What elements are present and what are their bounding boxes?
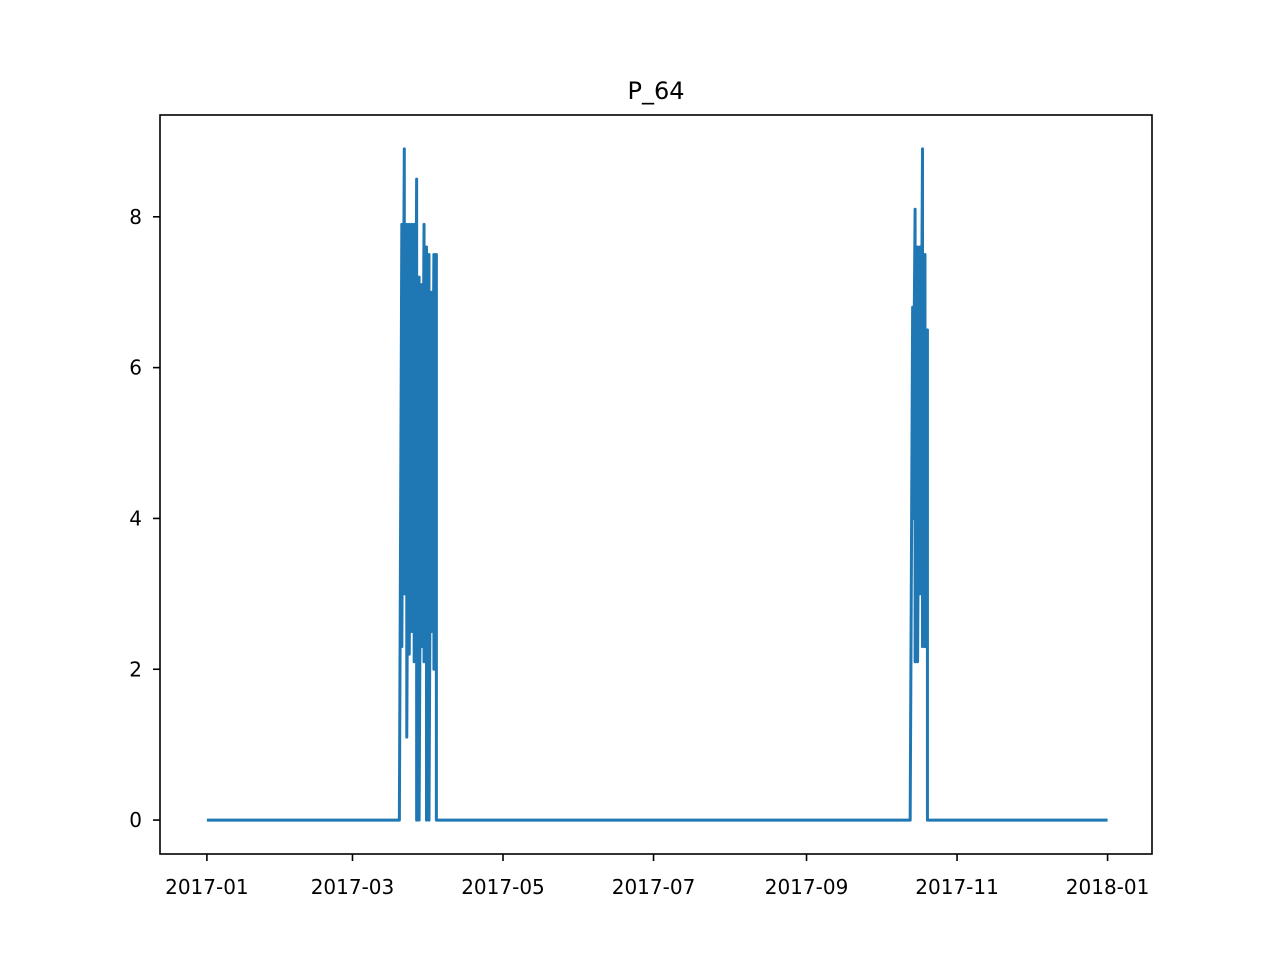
plot-frame [159, 114, 1153, 855]
x-tick-label: 2017-11 [915, 875, 999, 899]
x-tick-label: 2017-07 [612, 875, 696, 899]
axes: 2017-01 2017-03 2017-05 2017-07 2017-09 2017-… [129, 205, 1149, 899]
x-tick-label: 2018-01 [1066, 875, 1150, 899]
x-tick-label: 2017-05 [461, 875, 545, 899]
series-line-0 [206, 147, 1108, 822]
x-tick-label: 2017-01 [165, 875, 249, 899]
x-tick-label: 2017-09 [765, 875, 849, 899]
y-tick-label: 4 [129, 506, 142, 530]
y-tick-label: 2 [129, 657, 142, 681]
y-tick-label: 8 [129, 205, 142, 229]
y-tick-label: 0 [129, 808, 142, 832]
plot-area [206, 147, 1108, 822]
y-tick-label: 6 [129, 356, 142, 380]
chart-title: P_64 [627, 77, 684, 105]
x-tick-label: 2017-03 [311, 875, 395, 899]
